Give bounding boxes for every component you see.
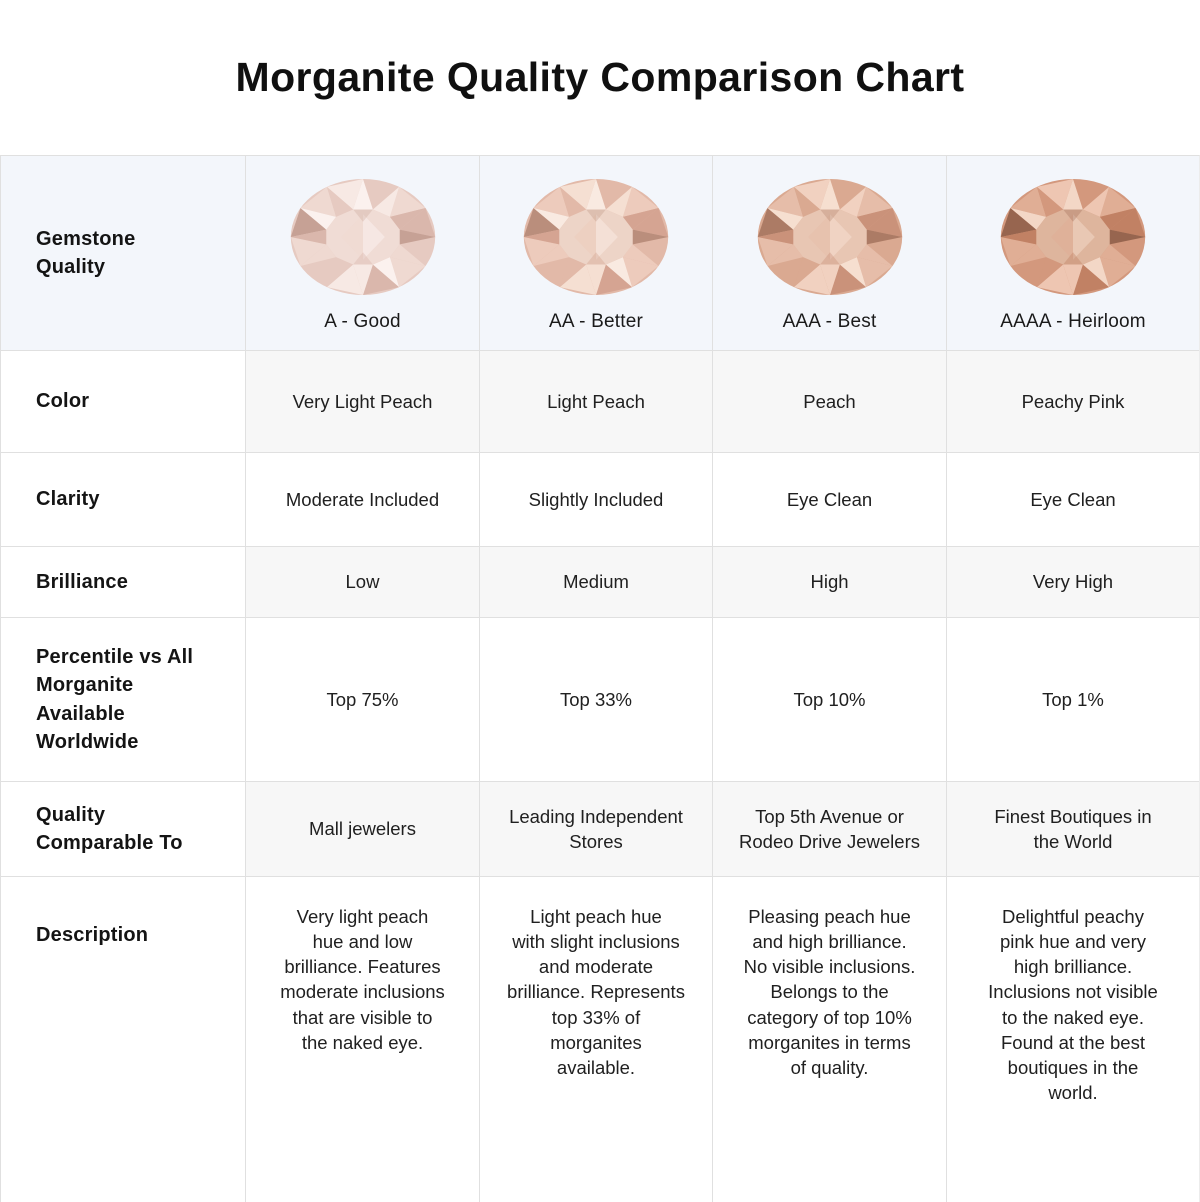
grade-cell-a-good: A - Good [246, 156, 480, 350]
page-title: Morganite Quality Comparison Chart [235, 54, 965, 100]
percentile-value-aa: Top 33% [480, 618, 713, 781]
color-value-aaaa: Peachy Pink [947, 351, 1199, 452]
quality-comparable-value-aaaa: Finest Boutiques in the World [947, 782, 1199, 876]
table-row-description: Description Very light peach hue and low… [1, 877, 1199, 1202]
row-label-clarity: Clarity [1, 453, 246, 546]
clarity-value-aaaa: Eye Clean [1030, 488, 1116, 510]
brilliance-value-aa: Medium [480, 547, 713, 617]
row-label-description: Description [1, 877, 246, 1202]
clarity-value-a: Moderate Included [246, 453, 480, 546]
clarity-value-aaa: Eye Clean [713, 453, 947, 546]
quality-comparable-value-aaa: Top 5th Avenue or Rodeo Drive Jewelers [713, 782, 947, 876]
row-label-percentile: Percentile vs All Morganite Available Wo… [1, 618, 246, 781]
table-row-percentile: Percentile vs All Morganite Available Wo… [1, 618, 1199, 782]
grade-cell-aa-better: AA - Better [480, 156, 713, 350]
percentile-value-aaa: Top 10% [713, 618, 947, 781]
quality-comparable-value-a: Mall jewelers [246, 782, 480, 876]
grade-cell-aaa-best: AAA - Best [713, 156, 947, 350]
gem-icon-aa-better [520, 176, 672, 298]
color-value-a: Very Light Peach [246, 351, 480, 452]
percentile-value-aaaa: Top 1% [1042, 688, 1104, 710]
row-label-brilliance: Brilliance [1, 547, 246, 617]
title-bar: Morganite Quality Comparison Chart [0, 0, 1200, 155]
clarity-value-aa: Slightly Included [480, 453, 713, 546]
description-value-aaaa: Delightful peachy pink hue and very high… [988, 906, 1158, 1104]
grade-label-aaaa-heirloom: AAAA - Heirloom [1000, 310, 1146, 332]
color-value-aa: Light Peach [480, 351, 713, 452]
row-label-gemstone-quality: Gemstone Quality [1, 156, 246, 350]
gem-icon-aaa-best [754, 176, 906, 298]
quality-comparable-value-aa: Leading Independent Stores [480, 782, 713, 876]
gem-icon-a-good [287, 176, 439, 298]
brilliance-value-a: Low [246, 547, 480, 617]
table-row-quality-comparable: Quality Comparable To Mall jewelers Lead… [1, 782, 1199, 877]
brilliance-value-aaaa: Very High [947, 547, 1199, 617]
grade-cell-aaaa-heirloom: AAAA - Heirloom [947, 156, 1199, 350]
gem-icon-aaaa-heirloom [997, 176, 1149, 298]
table-header-row: Gemstone Quality A - Good AA - Better AA… [1, 156, 1199, 351]
table-row-color: Color Very Light Peach Light Peach Peach… [1, 351, 1199, 453]
description-value-a: Very light peach hue and low brilliance.… [246, 877, 480, 1202]
grade-label-aaa-best: AAA - Best [782, 310, 877, 332]
brilliance-value-aaa: High [713, 547, 947, 617]
table-row-brilliance: Brilliance Low Medium High Very High [1, 547, 1199, 618]
percentile-value-a: Top 75% [246, 618, 480, 781]
description-value-aaa: Pleasing peach hue and high brilliance. … [713, 877, 947, 1202]
comparison-table: Gemstone Quality A - Good AA - Better AA… [0, 155, 1200, 1202]
table-row-clarity: Clarity Moderate Included Slightly Inclu… [1, 453, 1199, 547]
grade-label-aa-better: AA - Better [548, 310, 644, 332]
color-value-aaa: Peach [713, 351, 947, 452]
grade-label-a-good: A - Good [324, 310, 401, 332]
description-value-aa: Light peach hue with slight inclusions a… [480, 877, 713, 1202]
row-label-quality-comparable: Quality Comparable To [1, 782, 246, 876]
row-label-color: Color [1, 351, 246, 452]
